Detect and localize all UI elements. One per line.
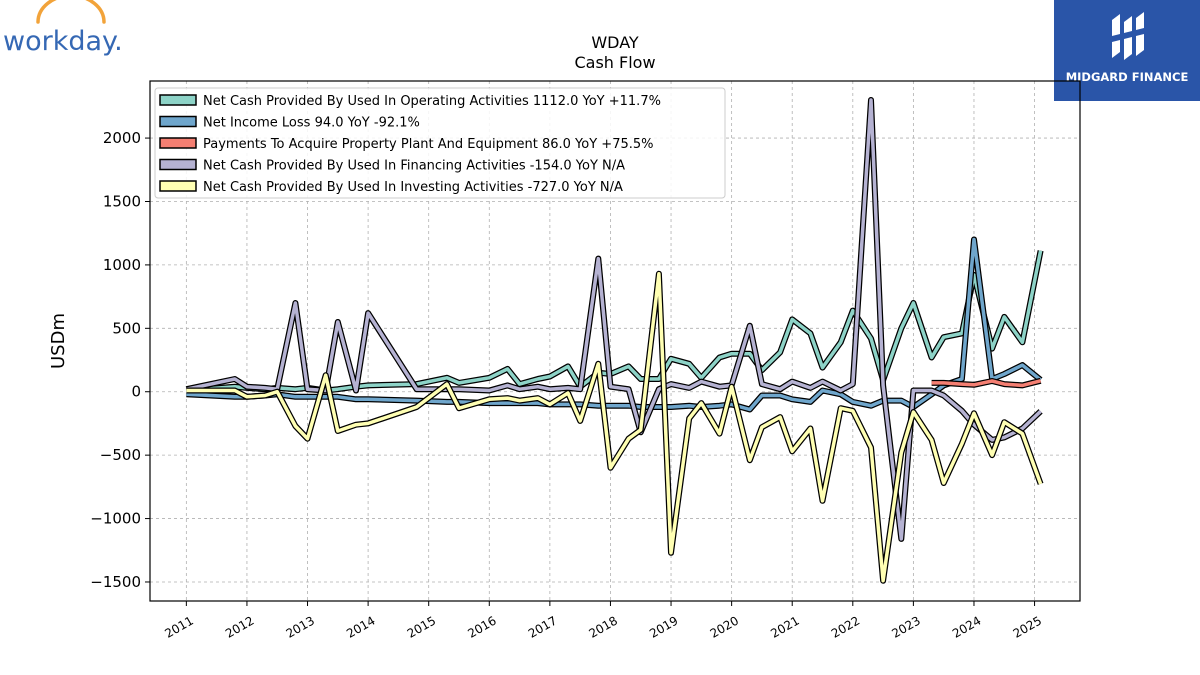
legend-box	[154, 87, 726, 199]
x-tick-label: 2019	[647, 613, 680, 640]
x-tick-label: 2014	[344, 613, 377, 640]
legend-swatch	[159, 94, 197, 106]
chart-subtitle: Cash Flow	[574, 53, 655, 72]
x-tick-label: 2017	[526, 613, 559, 640]
y-tick-label: 1000	[103, 256, 141, 274]
series-line-0	[186, 250, 1043, 393]
series-lines	[185, 97, 1044, 584]
y-axis-label: USDm	[48, 313, 69, 369]
y-tick-label: −500	[100, 446, 141, 464]
legend-swatch	[159, 115, 197, 128]
legend-label: Net Cash Provided By Used In Operating A…	[203, 94, 661, 109]
series-line-3	[186, 98, 1042, 541]
x-tick-label: 2016	[465, 613, 498, 640]
x-tick-label: 2022	[829, 613, 862, 640]
plot-frame	[149, 80, 1081, 602]
y-tick-label: −1000	[90, 510, 141, 528]
x-tick-label: 2015	[405, 613, 438, 640]
series-outline	[186, 250, 1044, 394]
legend-label: Net Cash Provided By Used In Financing A…	[203, 159, 625, 174]
series-line-2	[931, 379, 1042, 388]
y-tick-label: 1500	[103, 192, 141, 210]
x-axis: 2011 2012 2013 2014 2015 2016 2017 2018 2019 2020…	[162, 601, 1044, 641]
y-tick-label: 2000	[103, 129, 141, 147]
midgard-logo-text: MIDGARD FINANCE	[1065, 70, 1189, 84]
y-tick-label: −1500	[90, 573, 141, 591]
legend-swatch	[159, 180, 197, 192]
y-tick-label: 0	[131, 383, 141, 401]
x-tick-label: 2025	[1011, 613, 1044, 640]
x-tick-label: 2018	[587, 613, 620, 640]
legend-label: Payments To Acquire Property Plant And E…	[203, 137, 654, 152]
x-tick-label: 2011	[162, 613, 195, 640]
legend-swatch	[159, 158, 197, 171]
workday-logo-text: workday.	[3, 26, 123, 57]
series-line-4	[186, 272, 1043, 583]
workday-arc-icon	[36, 0, 106, 24]
legend-label: Net Income Loss 94.0 YoY -92.1%	[203, 116, 420, 131]
y-axis: −1500 −1000 −500 0 500 1000 1500 2000	[90, 129, 150, 591]
midgard-finance-logo: MIDGARD FINANCE	[1054, 0, 1200, 101]
x-tick-label: 2020	[708, 613, 741, 640]
legend-label: Net Cash Provided By Used In Investing A…	[203, 180, 623, 195]
x-tick-label: 2023	[889, 613, 922, 640]
x-tick-label: 2021	[768, 613, 801, 640]
x-tick-label: 2024	[950, 613, 983, 640]
legend: Net Cash Provided By Used In Operating A…	[154, 87, 726, 199]
x-tick-label: 2013	[284, 613, 317, 640]
legend-swatch	[159, 137, 197, 149]
midgard-emblem-icon	[1112, 12, 1144, 60]
y-tick-label: 500	[112, 319, 141, 337]
chart-title: WDAY	[591, 33, 639, 52]
x-tick-label: 2012	[223, 613, 256, 640]
workday-logo: workday.	[3, 0, 123, 57]
